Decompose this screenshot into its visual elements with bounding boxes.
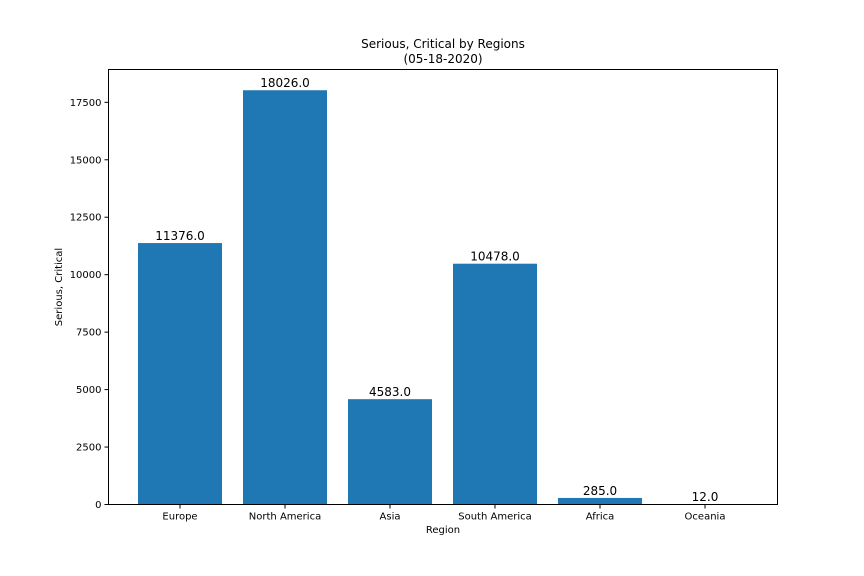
bar-north-america: [243, 90, 327, 505]
chart-subtitle: (05-18-2020): [403, 52, 482, 66]
bar-value-label: 11376.0: [155, 229, 205, 243]
chart-title: Serious, Critical by Regions: [361, 37, 525, 51]
y-tick-label: 15000: [70, 155, 102, 166]
bar-south-america: [453, 263, 537, 505]
y-tick-label: 2500: [76, 443, 101, 454]
x-tick-label: Oceania: [685, 512, 726, 523]
bars-group: 11376.0 18026.0 4583.0 10478.0 285.0 12.0: [138, 76, 747, 505]
bar-africa: [558, 497, 642, 505]
y-axis: 0 2500 5000 7500 10000 12500 15000 17500: [70, 98, 109, 511]
y-tick-label: 0: [95, 500, 101, 511]
bar-europe: [138, 243, 222, 505]
x-tick-label: South America: [458, 512, 532, 523]
bar-value-label: 285.0: [583, 484, 617, 498]
y-tick-label: 7500: [76, 328, 101, 339]
x-axis: Europe North America Asia South America Afri…: [162, 504, 726, 523]
x-axis-label: Region: [426, 525, 460, 536]
x-tick-label: North America: [249, 512, 321, 523]
x-tick-label: Europe: [162, 512, 197, 523]
y-tick-label: 10000: [70, 270, 102, 281]
x-tick-label: Africa: [586, 512, 615, 523]
bar-value-label: 18026.0: [260, 76, 310, 90]
plot-frame: [108, 69, 778, 505]
x-tick-label: Asia: [380, 512, 401, 523]
bar-asia: [348, 399, 432, 505]
bar-value-label: 12.0: [692, 490, 719, 504]
y-tick-label: 5000: [76, 385, 101, 396]
y-axis-label: Serious, Critical: [54, 248, 65, 326]
bar-value-label: 10478.0: [470, 250, 520, 264]
y-tick-label: 12500: [70, 213, 102, 224]
y-tick-label: 17500: [70, 98, 102, 109]
bar-value-label: 4583.0: [369, 385, 411, 399]
